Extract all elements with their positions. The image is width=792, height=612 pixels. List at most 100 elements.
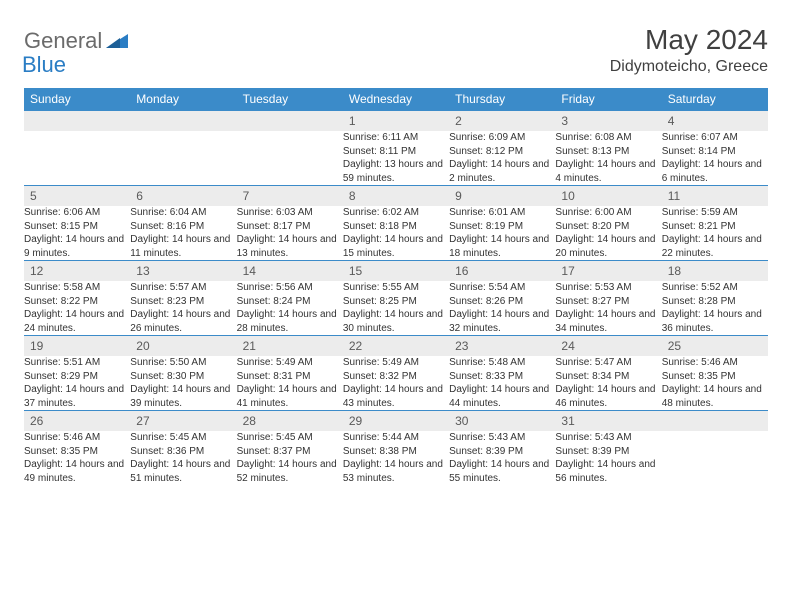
day-number: 17 [555, 261, 661, 281]
sunset-text: Sunset: 8:22 PM [24, 295, 130, 309]
day-cell [24, 131, 130, 186]
day-cell: Sunrise: 6:09 AMSunset: 8:12 PMDaylight:… [449, 131, 555, 186]
sunset-text: Sunset: 8:25 PM [343, 295, 449, 309]
day-detail: Sunrise: 5:47 AMSunset: 8:34 PMDaylight:… [555, 356, 661, 410]
day-detail: Sunrise: 6:11 AMSunset: 8:11 PMDaylight:… [343, 131, 449, 185]
day-cell: Sunrise: 6:00 AMSunset: 8:20 PMDaylight:… [555, 206, 661, 261]
day-number: 3 [555, 111, 661, 131]
sunrise-text: Sunrise: 6:07 AM [662, 131, 768, 145]
sunset-text: Sunset: 8:11 PM [343, 145, 449, 159]
sunrise-text: Sunrise: 5:43 AM [449, 431, 555, 445]
daylight-text: Daylight: 14 hours and 43 minutes. [343, 383, 449, 410]
daylight-text: Daylight: 14 hours and 32 minutes. [449, 308, 555, 335]
sunrise-text: Sunrise: 5:58 AM [24, 281, 130, 295]
daylight-text: Daylight: 14 hours and 52 minutes. [237, 458, 343, 485]
brand-line2: Blue [24, 52, 66, 78]
day-detail: Sunrise: 5:56 AMSunset: 8:24 PMDaylight:… [237, 281, 343, 335]
day-cell: Sunrise: 5:43 AMSunset: 8:39 PMDaylight:… [555, 431, 661, 485]
day-cell: Sunrise: 5:46 AMSunset: 8:35 PMDaylight:… [24, 431, 130, 485]
daylight-text: Daylight: 14 hours and 51 minutes. [130, 458, 236, 485]
daylight-text: Daylight: 14 hours and 26 minutes. [130, 308, 236, 335]
day-detail-row: Sunrise: 5:51 AMSunset: 8:29 PMDaylight:… [24, 356, 768, 411]
daylight-text: Daylight: 13 hours and 59 minutes. [343, 158, 449, 185]
day-cell: Sunrise: 6:04 AMSunset: 8:16 PMDaylight:… [130, 206, 236, 261]
weekday-header: Wednesday [343, 88, 449, 111]
day-detail: Sunrise: 5:52 AMSunset: 8:28 PMDaylight:… [662, 281, 768, 335]
empty-day [130, 111, 236, 132]
day-detail: Sunrise: 6:02 AMSunset: 8:18 PMDaylight:… [343, 206, 449, 260]
day-detail: Sunrise: 6:01 AMSunset: 8:19 PMDaylight:… [449, 206, 555, 260]
daylight-text: Daylight: 14 hours and 46 minutes. [555, 383, 661, 410]
daylight-text: Daylight: 14 hours and 9 minutes. [24, 233, 130, 260]
day-detail: Sunrise: 5:49 AMSunset: 8:31 PMDaylight:… [237, 356, 343, 410]
day-cell: Sunrise: 5:47 AMSunset: 8:34 PMDaylight:… [555, 356, 661, 411]
day-number: 15 [343, 261, 449, 281]
daylight-text: Daylight: 14 hours and 37 minutes. [24, 383, 130, 410]
sunrise-text: Sunrise: 5:44 AM [343, 431, 449, 445]
day-cell: Sunrise: 5:54 AMSunset: 8:26 PMDaylight:… [449, 281, 555, 336]
day-detail: Sunrise: 5:45 AMSunset: 8:36 PMDaylight:… [130, 431, 236, 485]
day-number: 16 [449, 261, 555, 281]
daylight-text: Daylight: 14 hours and 30 minutes. [343, 308, 449, 335]
sunrise-text: Sunrise: 5:53 AM [555, 281, 661, 295]
sunset-text: Sunset: 8:17 PM [237, 220, 343, 234]
day-detail: Sunrise: 5:46 AMSunset: 8:35 PMDaylight:… [662, 356, 768, 410]
day-number: 13 [130, 261, 236, 281]
day-detail: Sunrise: 5:58 AMSunset: 8:22 PMDaylight:… [24, 281, 130, 335]
sunset-text: Sunset: 8:32 PM [343, 370, 449, 384]
sunset-text: Sunset: 8:35 PM [662, 370, 768, 384]
day-detail-row: Sunrise: 5:46 AMSunset: 8:35 PMDaylight:… [24, 431, 768, 485]
day-detail: Sunrise: 6:09 AMSunset: 8:12 PMDaylight:… [449, 131, 555, 185]
sunset-text: Sunset: 8:20 PM [555, 220, 661, 234]
sunset-text: Sunset: 8:31 PM [237, 370, 343, 384]
sunset-text: Sunset: 8:36 PM [130, 445, 236, 459]
day-detail-row: Sunrise: 6:11 AMSunset: 8:11 PMDaylight:… [24, 131, 768, 186]
day-number: 28 [237, 411, 343, 431]
day-number: 18 [662, 261, 768, 281]
day-number: 23 [449, 336, 555, 356]
daylight-text: Daylight: 14 hours and 41 minutes. [237, 383, 343, 410]
daylight-text: Daylight: 14 hours and 28 minutes. [237, 308, 343, 335]
sunset-text: Sunset: 8:14 PM [662, 145, 768, 159]
sunset-text: Sunset: 8:33 PM [449, 370, 555, 384]
day-number: 2 [449, 111, 555, 131]
day-detail: Sunrise: 5:57 AMSunset: 8:23 PMDaylight:… [130, 281, 236, 335]
daylight-text: Daylight: 14 hours and 53 minutes. [343, 458, 449, 485]
day-number: 5 [24, 186, 130, 206]
day-cell: Sunrise: 5:44 AMSunset: 8:38 PMDaylight:… [343, 431, 449, 485]
day-number: 9 [449, 186, 555, 206]
sunrise-text: Sunrise: 5:52 AM [662, 281, 768, 295]
weekday-header: Friday [555, 88, 661, 111]
day-number: 29 [343, 411, 449, 431]
day-cell: Sunrise: 5:56 AMSunset: 8:24 PMDaylight:… [237, 281, 343, 336]
location-label: Didymoteicho, Greece [610, 58, 768, 76]
day-number: 31 [555, 411, 661, 431]
sunset-text: Sunset: 8:15 PM [24, 220, 130, 234]
sunrise-text: Sunrise: 5:51 AM [24, 356, 130, 370]
sunrise-text: Sunrise: 6:09 AM [449, 131, 555, 145]
day-cell [662, 431, 768, 485]
day-cell: Sunrise: 5:49 AMSunset: 8:32 PMDaylight:… [343, 356, 449, 411]
day-detail: Sunrise: 5:54 AMSunset: 8:26 PMDaylight:… [449, 281, 555, 335]
sunset-text: Sunset: 8:38 PM [343, 445, 449, 459]
day-number-row: 1234 [24, 111, 768, 132]
day-cell [237, 131, 343, 186]
day-number: 10 [555, 186, 661, 206]
day-cell: Sunrise: 5:48 AMSunset: 8:33 PMDaylight:… [449, 356, 555, 411]
weekday-header: Thursday [449, 88, 555, 111]
day-number: 30 [449, 411, 555, 431]
day-number: 26 [24, 411, 130, 431]
sunrise-text: Sunrise: 5:43 AM [555, 431, 661, 445]
day-detail: Sunrise: 5:51 AMSunset: 8:29 PMDaylight:… [24, 356, 130, 410]
sunrise-text: Sunrise: 6:00 AM [555, 206, 661, 220]
weekday-header: Monday [130, 88, 236, 111]
day-number: 8 [343, 186, 449, 206]
daylight-text: Daylight: 14 hours and 4 minutes. [555, 158, 661, 185]
day-detail: Sunrise: 6:07 AMSunset: 8:14 PMDaylight:… [662, 131, 768, 185]
day-number-row: 19202122232425 [24, 336, 768, 357]
day-number: 7 [237, 186, 343, 206]
day-cell: Sunrise: 5:52 AMSunset: 8:28 PMDaylight:… [662, 281, 768, 336]
sunset-text: Sunset: 8:13 PM [555, 145, 661, 159]
sunrise-text: Sunrise: 6:03 AM [237, 206, 343, 220]
day-cell: Sunrise: 5:59 AMSunset: 8:21 PMDaylight:… [662, 206, 768, 261]
